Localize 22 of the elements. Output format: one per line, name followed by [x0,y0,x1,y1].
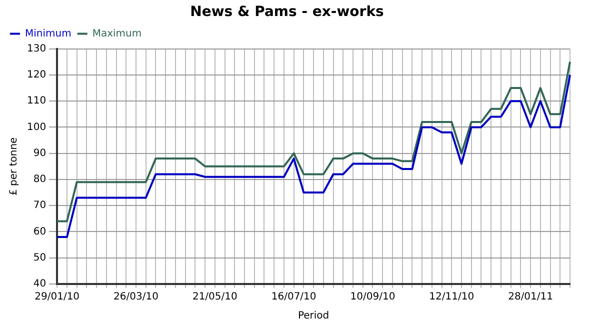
y-tick-label: 50 [33,252,46,264]
y-tick-label: 70 [33,200,46,212]
x-tick-label: 28/01/11 [508,292,554,303]
y-tick-label: 130 [26,43,46,54]
chart-title: News & Pams - ex-works [190,4,384,20]
y-tick-label: 60 [33,226,46,238]
x-tick-label: 26/03/10 [114,292,158,303]
x-axis-title: Period [298,310,330,322]
x-tick-label: 12/11/10 [429,292,474,303]
y-tick-label: 90 [33,148,46,159]
legend-label: Maximum [92,28,142,40]
x-tick-label: 10/09/10 [350,292,396,303]
x-tick-label: 21/05/10 [192,292,238,303]
y-tick-label: 120 [26,70,46,81]
y-tick-label: 110 [26,96,46,107]
y-tick-label: 40 [33,278,46,290]
x-tick-label: 29/01/10 [34,292,80,303]
x-tick-label: 16/07/10 [271,292,316,303]
y-axis-title: £ per tonne [8,137,20,196]
legend-label: Minimum [25,28,72,40]
y-tick-label: 80 [33,174,46,186]
y-tick-label: 100 [26,122,46,133]
